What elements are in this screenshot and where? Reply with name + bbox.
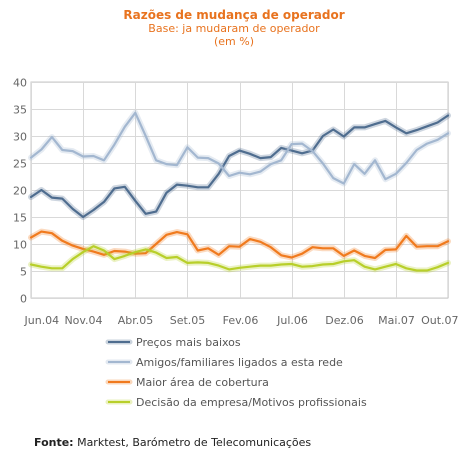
x-tick-label: Jun.04 [24, 314, 60, 327]
legend-label: Preços mais baixos [136, 336, 241, 349]
y-tick-label: 15 [13, 212, 27, 225]
y-tick-label: 30 [13, 131, 27, 144]
chart-subtitle: Base: ja mudaram de operador [148, 22, 320, 35]
y-tick-label: 25 [13, 158, 27, 171]
x-tick-label: Nov.04 [64, 314, 102, 327]
chart-titles: Razões de mudança de operador Base: ja m… [0, 8, 468, 48]
y-tick-label: 40 [13, 77, 27, 90]
series-line-2 [29, 230, 450, 260]
y-tick-label: 20 [13, 185, 27, 198]
x-tick-label: Mai.07 [378, 314, 415, 327]
y-tick-label: 10 [13, 239, 27, 252]
x-tick-label: Out.07 [421, 314, 458, 327]
source-label: Fonte: [34, 436, 74, 449]
x-tick-label: Dez.06 [325, 314, 364, 327]
legend-label: Maior área de cobertura [136, 376, 269, 389]
legend-label: Amigos/familiares ligados a esta rede [136, 356, 343, 369]
y-tick-label: 35 [13, 104, 27, 117]
series-line-0 [29, 114, 450, 219]
y-tick-label: 0 [20, 293, 27, 306]
x-tick-label: Fev.06 [223, 314, 259, 327]
y-tick-label: 5 [20, 266, 27, 279]
legend-label: Decisão da empresa/Motivos profissionais [136, 396, 367, 409]
series-line-3 [29, 245, 450, 272]
x-tick-label: Jul.06 [276, 314, 308, 327]
source-text: Marktest, Barómetro de Telecomunicações [73, 436, 312, 449]
x-tick-label: Set.05 [170, 314, 206, 327]
source-note: Fonte: Marktest, Barómetro de Telecomuni… [34, 436, 311, 449]
series-line-1 [29, 111, 450, 185]
chart-unit: (em %) [213, 35, 254, 48]
x-tick-label: Abr.05 [118, 314, 154, 327]
chart-title: Razões de mudança de operador [123, 8, 345, 22]
